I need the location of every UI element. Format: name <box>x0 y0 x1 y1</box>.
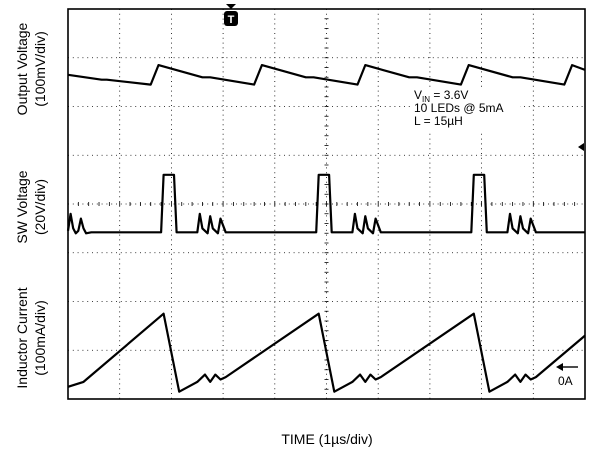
sw-channel-marker-icon <box>578 143 584 151</box>
x-axis-label: TIME (1µs/div) <box>281 431 372 447</box>
output-voltage-trace <box>67 63 586 86</box>
trigger-label: T <box>228 14 235 26</box>
inductor-current-trace <box>67 312 586 393</box>
output-voltage-axis-label: Output Voltage (100mV/div) <box>14 22 48 115</box>
sw-voltage-label-line1: SW Voltage <box>14 170 30 243</box>
vin-prefix: V <box>414 88 422 102</box>
zero-current-indicator: 0A <box>556 363 578 388</box>
sw-voltage-axis-label: SW Voltage (20V/div) <box>14 170 48 243</box>
inductor-current-label-line1: Inductor Current <box>14 287 30 388</box>
trigger-marker: T <box>224 4 238 26</box>
vin-annotation: VIN = 3.6V <box>414 88 468 104</box>
trigger-badge-icon <box>224 11 238 26</box>
inductor-current-label-line2: (100mA/div) <box>32 300 48 375</box>
inductance-annotation: L = 15µH <box>414 114 463 128</box>
output-voltage-label-line2: (100mV/div) <box>32 31 48 106</box>
annotation-background <box>410 88 520 130</box>
inductor-current-axis-label: Inductor Current (100mA/div) <box>14 287 48 388</box>
trigger-arrow-icon <box>226 4 236 9</box>
zero-current-label: 0A <box>558 374 573 388</box>
leds-annotation: 10 LEDs @ 5mA <box>414 101 504 115</box>
zero-arrow-icon <box>556 363 563 371</box>
plot-grid <box>68 9 585 399</box>
sw-voltage-trace <box>66 173 585 235</box>
sw-voltage-label-line2: (20V/div) <box>32 179 48 235</box>
vin-subscript: IN <box>422 95 430 104</box>
vin-value: = 3.6V <box>430 88 468 102</box>
output-voltage-label-line1: Output Voltage <box>14 22 30 115</box>
